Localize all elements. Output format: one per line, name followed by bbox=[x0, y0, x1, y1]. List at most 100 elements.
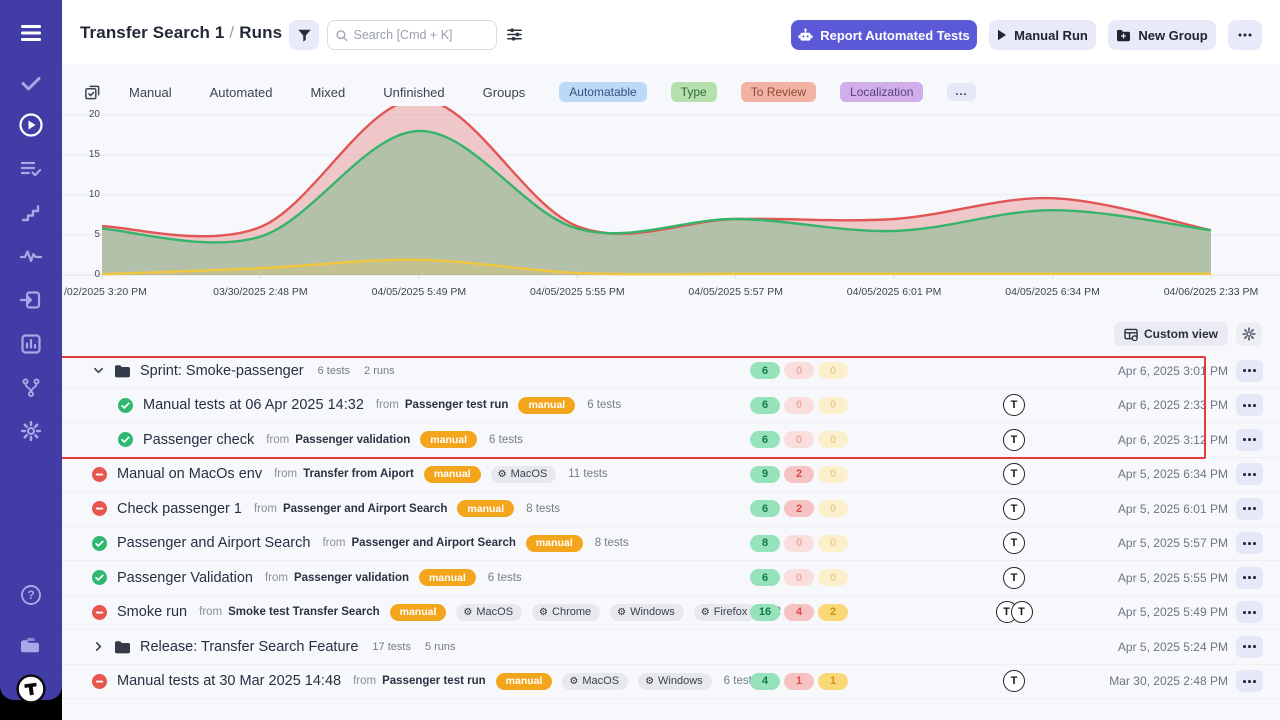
runs-play-icon[interactable] bbox=[0, 108, 62, 142]
run-source: Passenger validation bbox=[295, 434, 410, 446]
row-more-button[interactable] bbox=[1236, 498, 1263, 520]
run-row[interactable]: Check passenger 1fromPassenger and Airpo… bbox=[62, 492, 1280, 527]
row-more-button[interactable] bbox=[1236, 394, 1263, 416]
select-all-icon[interactable] bbox=[84, 84, 101, 101]
run-row[interactable]: Smoke runfromSmoke test Transfer Searchm… bbox=[62, 596, 1280, 631]
row-more-button[interactable] bbox=[1236, 601, 1263, 623]
chevron-down-icon[interactable] bbox=[92, 365, 104, 376]
y-axis-tick: 0 bbox=[72, 269, 100, 280]
y-axis-tick: 5 bbox=[72, 229, 100, 240]
row-more-button[interactable] bbox=[1236, 360, 1263, 382]
status-passed-icon bbox=[92, 536, 107, 551]
stat-pill-other: 0 bbox=[818, 569, 848, 586]
row-more-button[interactable] bbox=[1236, 636, 1263, 658]
header-more-button[interactable] bbox=[1228, 20, 1262, 50]
manual-badge: manual bbox=[390, 604, 447, 621]
assignee-avatar: T bbox=[1003, 567, 1025, 589]
report-automated-tests-button[interactable]: Report Automated Tests bbox=[791, 20, 977, 50]
run-date: Mar 30, 2025 2:48 PM bbox=[1109, 674, 1228, 688]
search-input[interactable] bbox=[354, 28, 489, 42]
x-axis-tick: 04/05/2025 5:49 PM bbox=[372, 286, 467, 298]
run-row[interactable]: Passenger ValidationfromPassenger valida… bbox=[62, 561, 1280, 596]
env-chip-macos: ⚙MacOS bbox=[562, 673, 628, 690]
projects-folders-icon[interactable] bbox=[0, 627, 62, 661]
gear-icon: ⚙ bbox=[617, 607, 626, 618]
env-chip-windows: ⚙Windows bbox=[638, 673, 712, 690]
group-row[interactable]: Sprint: Smoke-passenger6 tests2 runs600A… bbox=[62, 354, 1280, 389]
milestones-steps-icon[interactable] bbox=[0, 196, 62, 230]
run-row[interactable]: Manual on MacOs envfromTransfer from Aip… bbox=[62, 458, 1280, 493]
filter-chip-to-review[interactable]: To Review bbox=[741, 82, 816, 102]
run-row[interactable]: Manual tests at 06 Apr 2025 14:32fromPas… bbox=[62, 389, 1280, 424]
y-axis-tick: 15 bbox=[72, 149, 100, 160]
run-title: Manual tests at 30 Mar 2025 14:48 bbox=[117, 673, 341, 689]
assignee-avatar: T bbox=[1003, 498, 1025, 520]
new-group-button[interactable]: New Group bbox=[1108, 20, 1216, 50]
tab-mixed[interactable]: Mixed bbox=[311, 85, 346, 100]
import-icon[interactable] bbox=[0, 283, 62, 317]
filter-chip-localization[interactable]: Localization bbox=[840, 82, 923, 102]
status-passed-icon bbox=[92, 570, 107, 585]
row-more-button[interactable] bbox=[1236, 532, 1263, 554]
chart-canvas bbox=[62, 106, 1280, 286]
filter-button[interactable] bbox=[289, 20, 319, 50]
run-stats: 600 bbox=[750, 569, 848, 586]
stat-pill-passed: 6 bbox=[750, 569, 780, 586]
view-settings-button[interactable] bbox=[1236, 322, 1262, 346]
row-more-button[interactable] bbox=[1236, 670, 1263, 692]
run-row[interactable]: Passenger and Airport SearchfromPassenge… bbox=[62, 527, 1280, 562]
help-icon[interactable]: ? bbox=[0, 578, 62, 612]
activity-pulse-icon[interactable] bbox=[0, 239, 62, 273]
run-date: Apr 6, 2025 2:33 PM bbox=[1118, 398, 1228, 412]
avatar-group: T bbox=[974, 394, 1054, 416]
assignee-avatar: T bbox=[1003, 670, 1025, 692]
reports-chart-icon[interactable] bbox=[0, 327, 62, 361]
tab-groups[interactable]: Groups bbox=[483, 85, 526, 100]
settings-gear-icon[interactable] bbox=[0, 414, 62, 448]
group-row[interactable]: Release: Transfer Search Feature17 tests… bbox=[62, 630, 1280, 665]
filter-chip-type[interactable]: Type bbox=[671, 82, 717, 102]
stat-pill-passed: 9 bbox=[750, 466, 780, 483]
tests-count: 8 tests bbox=[595, 537, 629, 549]
stat-pill-other: 0 bbox=[818, 500, 848, 517]
workspace-logo-avatar[interactable] bbox=[0, 672, 62, 706]
run-date: Apr 6, 2025 3:01 PM bbox=[1118, 364, 1228, 378]
run-date: Apr 5, 2025 5:49 PM bbox=[1118, 605, 1228, 619]
breadcrumb: Transfer Search 1/Runs bbox=[80, 23, 282, 43]
tab-row: Manual Automated Mixed Unfinished Groups Aut… bbox=[62, 78, 1280, 106]
tab-unfinished[interactable]: Unfinished bbox=[383, 85, 444, 100]
integrations-branch-icon[interactable] bbox=[0, 371, 62, 405]
test-plans-list-icon[interactable] bbox=[0, 152, 62, 186]
menu-icon[interactable] bbox=[0, 16, 62, 50]
run-source: Passenger test run bbox=[382, 675, 486, 687]
row-more-button[interactable] bbox=[1236, 463, 1263, 485]
run-row[interactable]: Passenger checkfromPassenger validationm… bbox=[62, 423, 1280, 458]
folder-icon bbox=[114, 640, 130, 654]
custom-view-button[interactable]: Custom view bbox=[1114, 322, 1228, 346]
row-more-button[interactable] bbox=[1236, 567, 1263, 589]
stat-pill-passed: 6 bbox=[750, 500, 780, 517]
stat-pill-passed: 6 bbox=[750, 431, 780, 448]
tab-manual[interactable]: Manual bbox=[129, 85, 172, 100]
breadcrumb-project[interactable]: Transfer Search 1 bbox=[80, 23, 224, 42]
play-icon bbox=[997, 29, 1007, 41]
row-more-button[interactable] bbox=[1236, 429, 1263, 451]
app-root: ? Transfer Search 1/Runs bbox=[0, 0, 1280, 720]
run-row[interactable]: Manual tests at 30 Mar 2025 14:48fromPas… bbox=[62, 665, 1280, 700]
group-tests-count: 6 tests bbox=[318, 365, 350, 377]
run-title: Passenger check bbox=[143, 432, 254, 448]
run-title: Check passenger 1 bbox=[117, 501, 242, 517]
filter-chip-automatable[interactable]: Automatable bbox=[559, 82, 646, 102]
breadcrumb-section: Runs bbox=[239, 23, 282, 42]
tests-check-icon[interactable] bbox=[0, 66, 62, 100]
adjustments-icon[interactable] bbox=[506, 26, 523, 48]
filter-chips-more-button[interactable]: ... bbox=[947, 83, 975, 101]
run-date: Apr 6, 2025 3:12 PM bbox=[1118, 433, 1228, 447]
tests-count: 6 tests bbox=[488, 572, 522, 584]
stat-pill-passed: 6 bbox=[750, 362, 780, 379]
from-label: from bbox=[265, 572, 288, 584]
env-chip-firefox: ⚙Firefox bbox=[694, 604, 757, 621]
tab-automated[interactable]: Automated bbox=[210, 85, 273, 100]
manual-run-button[interactable]: Manual Run bbox=[989, 20, 1096, 50]
chevron-right-icon[interactable] bbox=[92, 641, 104, 652]
